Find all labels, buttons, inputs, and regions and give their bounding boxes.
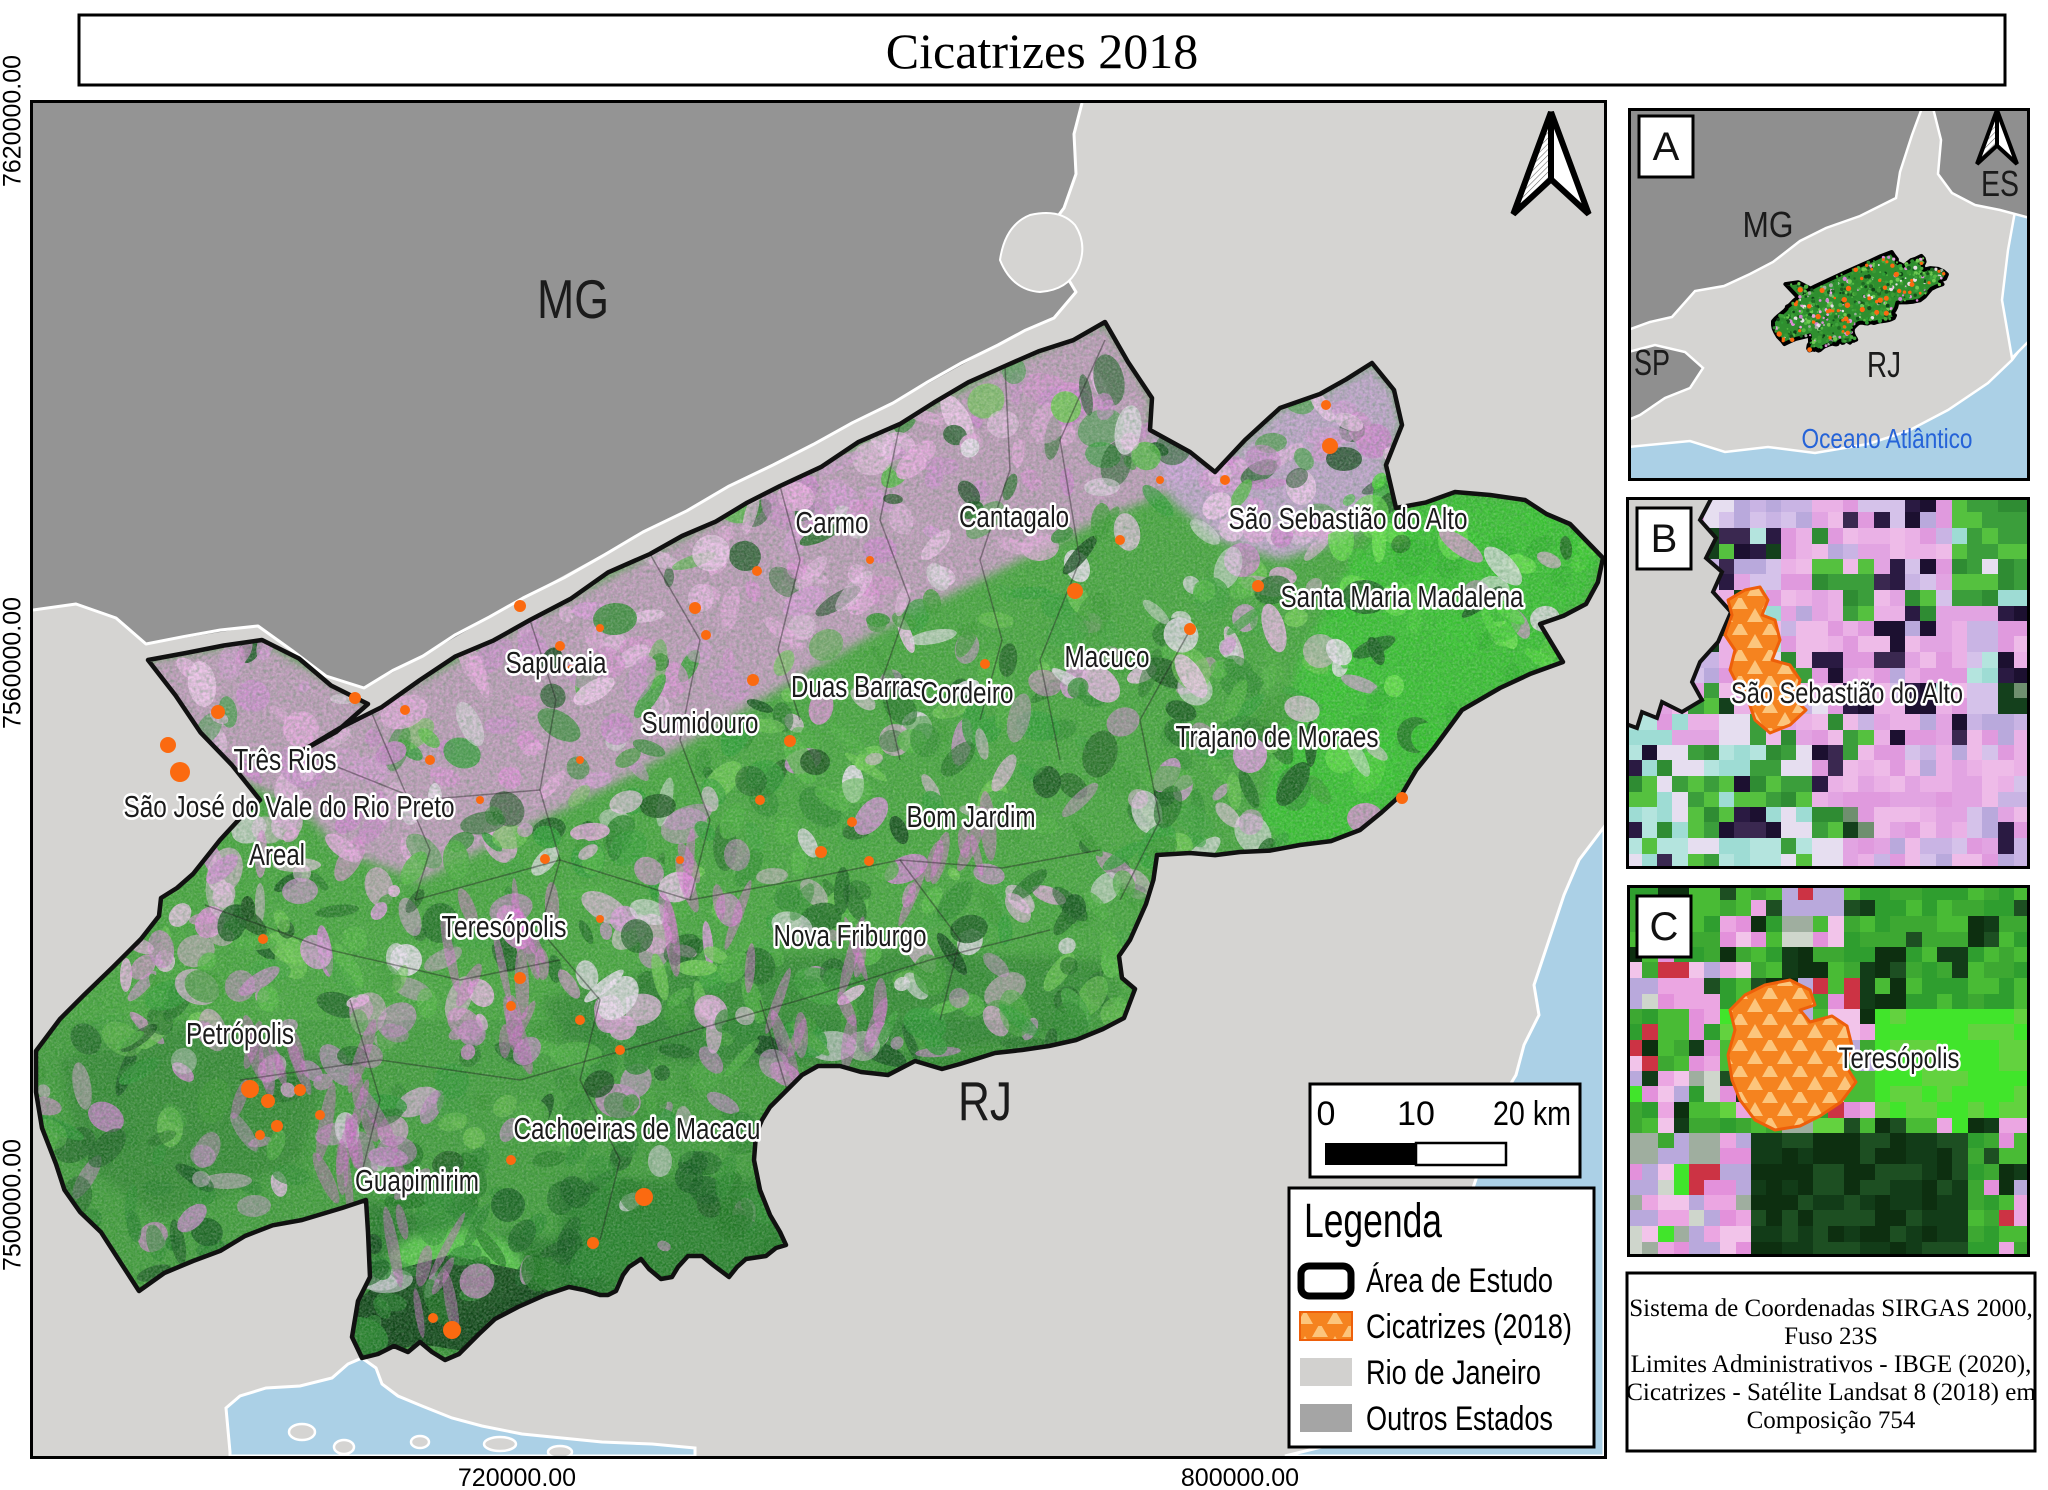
svg-text:Sapucaia: Sapucaia [506,645,608,680]
svg-text:ES: ES [1981,163,2019,204]
svg-text:São Sebastião do Alto: São Sebastião do Alto [1731,677,1963,710]
svg-text:Outros Estados: Outros Estados [1366,1400,1553,1438]
svg-text:Cicatrizes 2018: Cicatrizes 2018 [886,23,1198,79]
svg-text:Duas Barras: Duas Barras [791,669,925,704]
svg-text:7560000.00: 7560000.00 [0,597,27,729]
svg-text:Sumidouro: Sumidouro [642,705,759,740]
svg-text:B: B [1651,517,1678,561]
svg-text:0: 0 [1317,1095,1336,1133]
svg-text:Cachoeiras de Macacu: Cachoeiras de Macacu [514,1111,761,1146]
svg-text:10: 10 [1397,1095,1435,1133]
svg-text:Cicatrizes (2018): Cicatrizes (2018) [1366,1308,1572,1346]
svg-text:7620000.00: 7620000.00 [0,55,27,187]
svg-text:Nova Friburgo: Nova Friburgo [774,918,927,953]
svg-text:C: C [1650,905,1679,949]
svg-text:São Sebastião do Alto: São Sebastião do Alto [1229,501,1468,536]
svg-text:7500000.00: 7500000.00 [0,1139,27,1271]
svg-text:Sistema de Coordenadas SIRGAS: Sistema de Coordenadas SIRGAS 2000, [1629,1295,2032,1322]
svg-text:Carmo: Carmo [796,505,869,540]
svg-text:Fuso 23S: Fuso 23S [1784,1323,1878,1350]
svg-text:Trajano de Moraes: Trajano de Moraes [1176,719,1379,754]
svg-text:MG: MG [1743,204,1794,245]
svg-text:20 km: 20 km [1493,1095,1571,1133]
svg-text:Petrópolis: Petrópolis [186,1016,294,1051]
svg-text:Três Rios: Três Rios [234,742,337,777]
svg-text:Cordeiro: Cordeiro [921,675,1014,710]
svg-text:Macuco: Macuco [1065,639,1150,674]
svg-text:Bom Jardim: Bom Jardim [907,799,1036,834]
svg-text:Guapimirim: Guapimirim [355,1163,479,1198]
svg-text:MG: MG [537,268,609,330]
svg-text:720000.00: 720000.00 [458,1464,576,1490]
svg-text:RJ: RJ [1867,344,1901,385]
svg-text:Cicatrizes - Satélite Landsat: Cicatrizes - Satélite Landsat 8 (2018) e… [1626,1379,2036,1406]
svg-text:Legenda: Legenda [1304,1195,1442,1248]
svg-text:Teresópolis: Teresópolis [442,909,567,944]
svg-text:Areal: Areal [249,837,305,872]
svg-text:Cantagalo: Cantagalo [959,499,1069,534]
svg-text:SP: SP [1634,342,1670,383]
svg-text:Área de Estudo: Área de Estudo [1366,1262,1553,1300]
svg-text:A: A [1653,125,1680,169]
svg-text:Limites Administrativos - IBGE: Limites Administrativos - IBGE (2020), [1631,1351,2032,1378]
svg-text:Rio de Janeiro: Rio de Janeiro [1366,1354,1541,1392]
svg-text:Santa Maria Madalena: Santa Maria Madalena [1281,579,1525,614]
svg-text:Oceano Atlântico: Oceano Atlântico [1802,423,1973,454]
svg-text:Teresópolis: Teresópolis [1839,1042,1960,1075]
svg-text:Composição 754: Composição 754 [1747,1407,1916,1434]
svg-text:800000.00: 800000.00 [1181,1464,1299,1490]
svg-text:RJ: RJ [958,1070,1012,1132]
svg-text:São José do Vale do Rio Preto: São José do Vale do Rio Preto [124,789,455,824]
